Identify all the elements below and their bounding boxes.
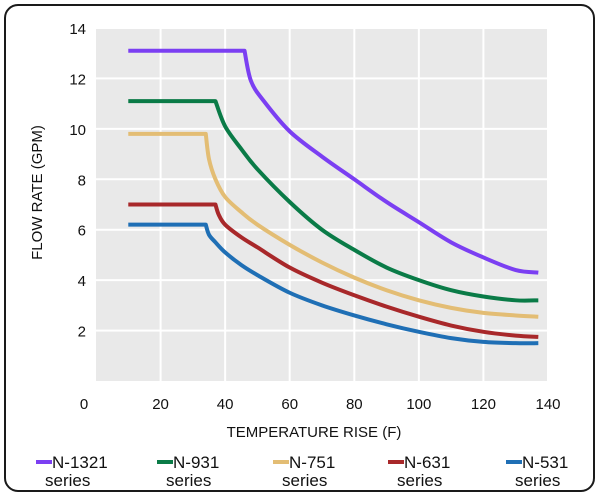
legend-label: N-531 [522, 453, 568, 472]
x-tick-label: 40 [217, 396, 234, 413]
legend-label: N-631 [404, 453, 450, 472]
x-tick-label: 80 [346, 396, 363, 413]
legend-label: N-751 [289, 453, 335, 472]
legend-sublabel: series [45, 471, 90, 490]
x-tick-label: 140 [535, 396, 560, 413]
y-axis-title: FLOW RATE (GPM) [29, 125, 46, 260]
series-layer [128, 48, 539, 346]
y-tick-label: 12 [69, 71, 86, 88]
series-line-n-931 [128, 99, 539, 303]
y-tick-label: 8 [78, 172, 86, 189]
y-tick-label: 2 [78, 324, 86, 341]
legend-sublabel: series [397, 471, 442, 490]
series-line-n-531 [128, 222, 539, 346]
y-tick-label: 14 [69, 21, 86, 38]
x-tick-label: 0 [80, 396, 88, 413]
y-tick-label: 4 [78, 273, 86, 290]
series-line-n-751 [128, 131, 539, 319]
x-tick-label: 120 [471, 396, 496, 413]
x-axis-title: TEMPERATURE RISE (F) [227, 424, 402, 441]
grid-lines [96, 27, 549, 381]
series-line-n-631 [128, 202, 539, 339]
legend-label: N-931 [173, 453, 219, 472]
y-tick-label: 10 [69, 122, 86, 139]
legend-sublabel: series [515, 471, 560, 490]
y-axis-ticks: 2 4 6 8 10 12 14 [69, 21, 86, 341]
y-tick-label: 6 [78, 223, 86, 240]
legend: N-1321seriesN-931seriesN-751seriesN-631s… [36, 453, 568, 490]
legend-sublabel: series [282, 471, 327, 490]
x-tick-label: 100 [406, 396, 431, 413]
legend-label: N-1321 [52, 453, 108, 472]
legend-sublabel: series [166, 471, 211, 490]
x-tick-label: 60 [281, 396, 298, 413]
series-line-n-1321 [128, 48, 539, 275]
x-tick-label: 20 [152, 396, 169, 413]
x-axis-ticks: 0 20 40 60 80 100 120 140 [80, 396, 561, 413]
